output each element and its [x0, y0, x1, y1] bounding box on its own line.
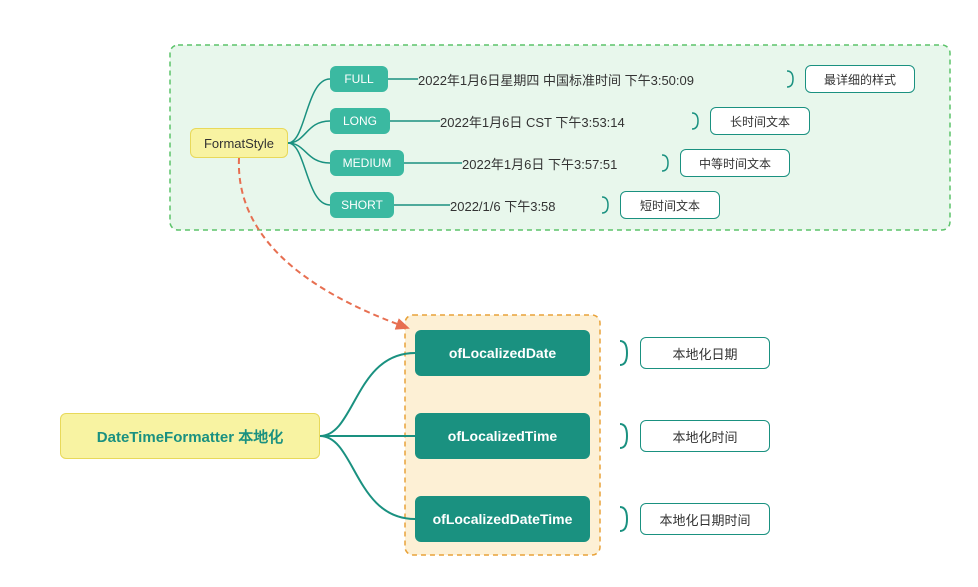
bracket-icon — [620, 341, 627, 365]
formatstyle-node: FormatStyle — [190, 128, 288, 158]
style-example: 2022/1/6 下午3:58 — [450, 195, 556, 215]
connector-formatstyle — [288, 143, 330, 205]
style-desc: 长时间文本 — [710, 107, 810, 135]
method-badge: ofLocalizedTime — [415, 413, 590, 459]
style-desc: 短时间文本 — [620, 191, 720, 219]
connector-method — [320, 353, 415, 436]
method-desc: 本地化时间 — [640, 420, 770, 452]
style-desc: 最详细的样式 — [805, 65, 915, 93]
style-example: 2022年1月6日 CST 下午3:53:14 — [440, 111, 625, 131]
style-example: 2022年1月6日 下午3:57:51 — [462, 153, 617, 173]
connector-formatstyle — [288, 79, 330, 143]
style-desc: 中等时间文本 — [680, 149, 790, 177]
root-node: DateTimeFormatter 本地化 — [60, 413, 320, 459]
bracket-icon — [692, 113, 698, 129]
bracket-icon — [620, 424, 627, 448]
bracket-icon — [602, 197, 608, 213]
method-desc: 本地化日期时间 — [640, 503, 770, 535]
connector-formatstyle — [288, 121, 330, 143]
bracket-icon — [620, 507, 627, 531]
dashed-arrow — [239, 158, 408, 328]
style-example: 2022年1月6日星期四 中国标准时间 下午3:50:09 — [418, 69, 694, 89]
connector-formatstyle — [288, 143, 330, 163]
style-badge-short: SHORT — [330, 192, 394, 218]
method-badge: ofLocalizedDateTime — [415, 496, 590, 542]
method-badge: ofLocalizedDate — [415, 330, 590, 376]
method-desc: 本地化日期 — [640, 337, 770, 369]
style-badge-medium: MEDIUM — [330, 150, 404, 176]
style-badge-full: FULL — [330, 66, 388, 92]
bracket-icon — [787, 71, 793, 87]
bracket-icon — [662, 155, 668, 171]
style-badge-long: LONG — [330, 108, 390, 134]
connector-method — [320, 436, 415, 519]
